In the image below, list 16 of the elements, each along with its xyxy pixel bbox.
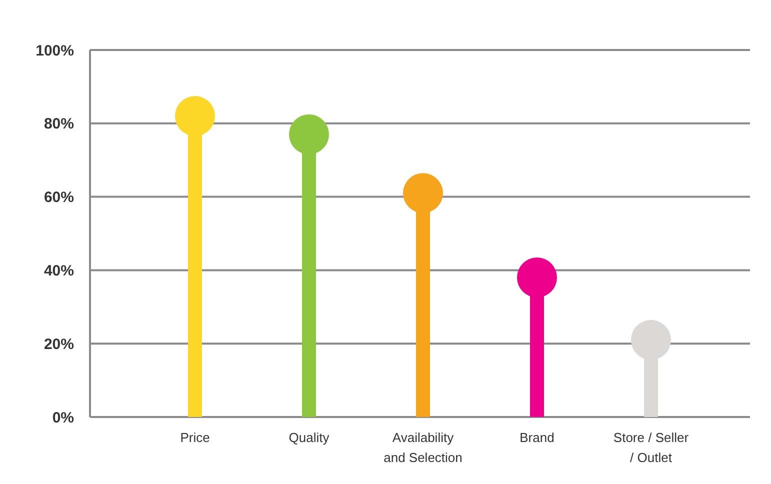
y-tick-label: 40%: [44, 262, 74, 280]
y-tick-label: 0%: [52, 409, 74, 426]
x-tick-label: Price: [180, 430, 210, 445]
point: [403, 173, 443, 214]
point: [175, 96, 215, 136]
y-tick-label: 20%: [44, 336, 74, 353]
x-tick-label: Availability and Selection: [384, 430, 462, 465]
y-tick-label: 100%: [36, 42, 74, 60]
y-tick-label: 80%: [44, 116, 74, 133]
point: [517, 258, 557, 298]
point: [631, 320, 671, 360]
point: [289, 114, 329, 154]
x-tick-label: Brand: [520, 430, 554, 445]
y-tick-label: 60%: [44, 189, 74, 206]
x-tick-label: Store / Seller / Outlet: [613, 430, 690, 465]
x-tick-label: Quality: [288, 430, 330, 445]
